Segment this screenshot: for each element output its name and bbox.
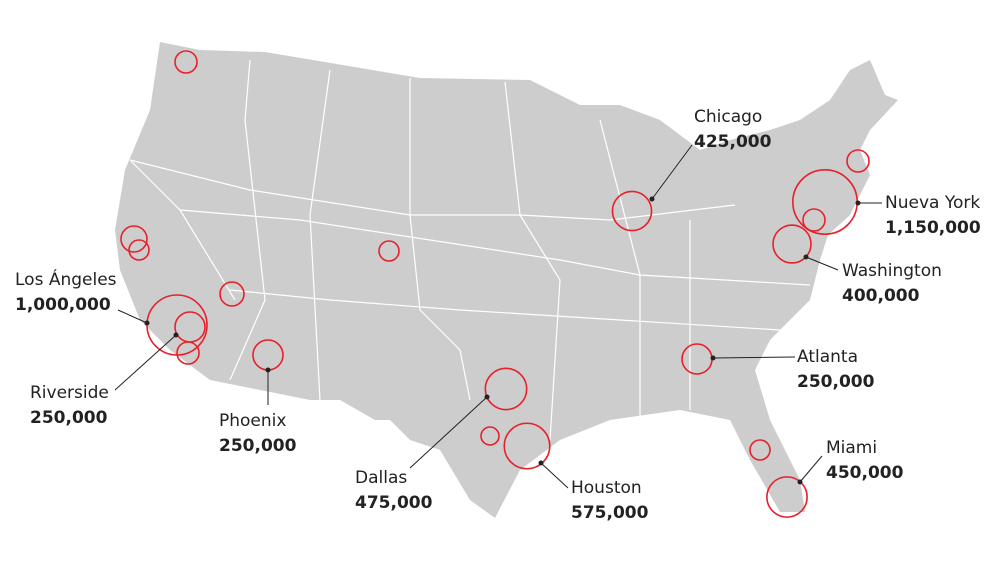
- state-borders: [129, 59, 811, 441]
- city-name: Miami: [826, 438, 877, 458]
- city-name: Houston: [571, 478, 642, 498]
- city-bubble: [484, 367, 528, 411]
- leader-dot: [649, 196, 655, 202]
- us-outline: [115, 42, 898, 518]
- leader-line: [805, 256, 839, 271]
- leader-line: [651, 144, 693, 200]
- leader-dot: [265, 367, 271, 373]
- leader-dot: [484, 394, 490, 400]
- city-value: 250,000: [219, 436, 297, 456]
- leader-dot: [144, 320, 150, 326]
- city-bubble: [611, 190, 653, 232]
- leader-line: [540, 462, 569, 489]
- city-name: Phoenix: [219, 411, 286, 431]
- city-bubble: [772, 224, 812, 264]
- city-value: 400,000: [842, 286, 920, 306]
- city-value: 250,000: [797, 372, 875, 392]
- leader-line: [117, 309, 148, 324]
- city-value: 250,000: [30, 408, 108, 428]
- city-name: Washington: [842, 261, 942, 281]
- leader-dot: [538, 460, 544, 466]
- leader-line: [409, 396, 488, 469]
- city-value: 575,000: [571, 503, 649, 523]
- leader-dot: [803, 254, 809, 260]
- city-bubble: [174, 311, 206, 343]
- unlabeled-bubbles: [120, 50, 870, 461]
- leader-line: [799, 455, 823, 483]
- city-name: Dallas: [355, 468, 407, 488]
- leader-line: [114, 334, 177, 391]
- city-bubble: [766, 476, 808, 518]
- city-value: 475,000: [355, 493, 433, 513]
- city-name: Riverside: [30, 383, 109, 403]
- leader-dot: [173, 332, 179, 338]
- city-value: 1,150,000: [885, 218, 981, 238]
- city-bubble: [503, 422, 551, 470]
- leader-dot: [710, 355, 716, 361]
- leader-dot: [797, 479, 803, 485]
- city-value: 1,000,000: [15, 295, 111, 315]
- city-value: 425,000: [694, 132, 772, 152]
- leader-dot: [855, 200, 861, 206]
- leader-line: [712, 356, 796, 359]
- city-name: Nueva York: [885, 193, 980, 213]
- city-name: Atlanta: [797, 347, 858, 367]
- city-name: Los Ángeles: [15, 268, 117, 290]
- city-name: Chicago: [694, 107, 762, 127]
- city-value: 450,000: [826, 463, 904, 483]
